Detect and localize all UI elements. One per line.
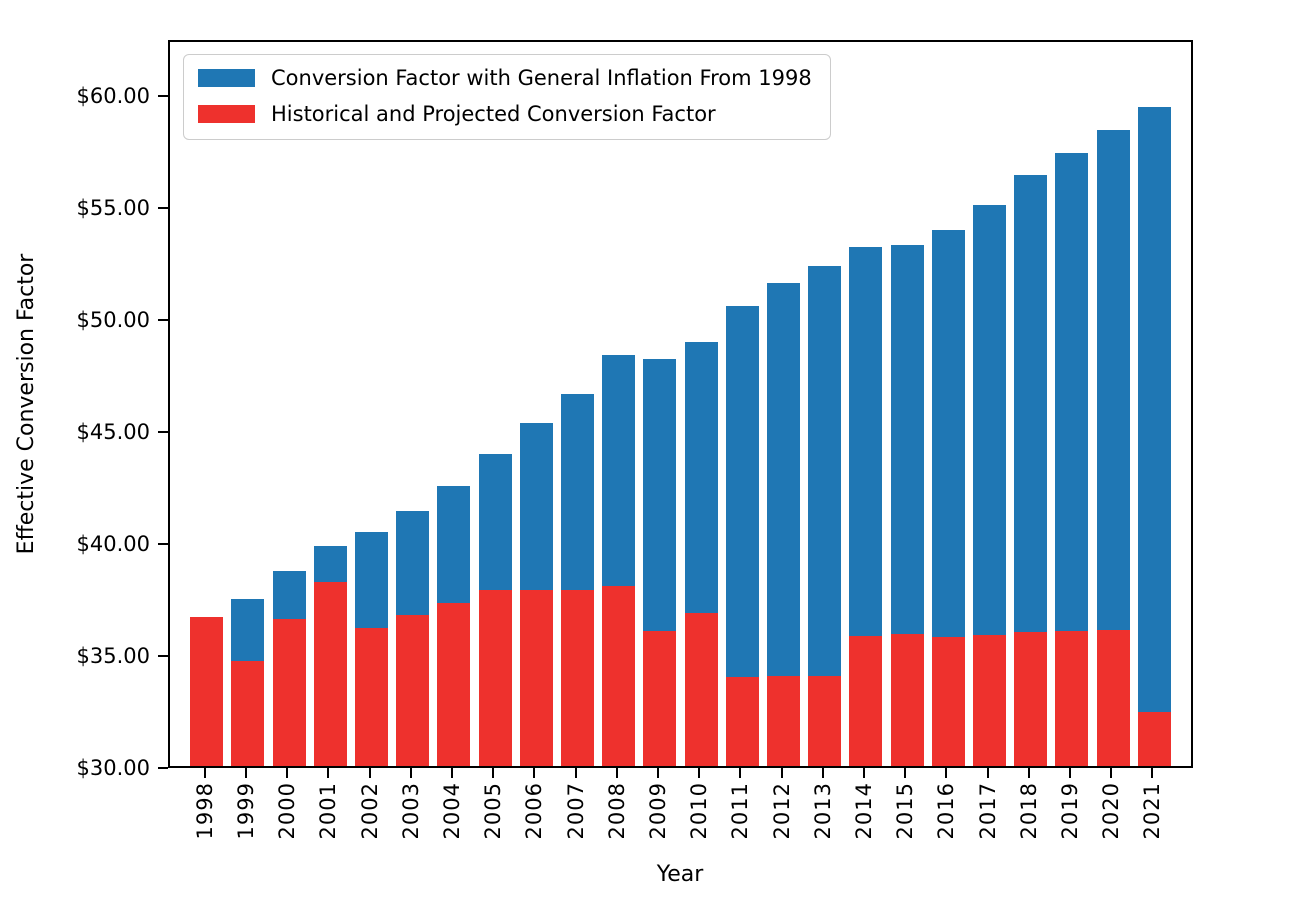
bar-historical-2018 (1014, 632, 1048, 766)
x-axis-title: Year (656, 862, 704, 887)
y-tick-label: $60.00 (76, 84, 150, 108)
x-tick-mark (409, 768, 412, 778)
x-tick-label-2002: 2002 (357, 782, 382, 840)
legend-swatch-blue-icon (198, 69, 255, 87)
bar-inflation-2021 (1137, 107, 1171, 766)
y-tick-label: $40.00 (76, 532, 150, 556)
x-tick-mark (821, 768, 824, 778)
bar-historical-2015 (890, 633, 924, 766)
x-tick-label-2000: 2000 (275, 782, 300, 840)
y-tick-mark (158, 431, 168, 433)
x-tick-label-2020: 2020 (1099, 782, 1124, 840)
legend: Conversion Factor with General Inflation… (183, 54, 831, 140)
x-tick-label-2018: 2018 (1016, 782, 1041, 840)
x-tick-label-2004: 2004 (439, 782, 464, 840)
legend-label-inflation: Conversion Factor with General Inflation… (271, 66, 812, 90)
bars-layer (170, 42, 1191, 766)
y-tick-mark (158, 319, 168, 321)
x-tick-mark (1110, 768, 1113, 778)
bar-historical-2016 (931, 636, 965, 766)
bar-historical-2003 (396, 614, 430, 766)
bar-historical-2006 (519, 590, 553, 766)
bar-historical-2004 (437, 602, 471, 766)
bar-historical-2012 (767, 676, 800, 766)
y-tick-mark (158, 543, 168, 545)
x-tick-mark (327, 768, 330, 778)
x-tick-label-2011: 2011 (728, 782, 753, 840)
bar-historical-2007 (561, 590, 594, 766)
x-tick-label-2005: 2005 (481, 782, 506, 840)
plot-area: Conversion Factor with General Inflation… (168, 40, 1193, 768)
x-tick-mark (904, 768, 907, 778)
x-tick-label-2017: 2017 (975, 782, 1000, 840)
legend-item-historical: Historical and Projected Conversion Fact… (198, 101, 812, 127)
bar-historical-2021 (1137, 712, 1171, 766)
x-tick-mark (203, 768, 206, 778)
x-tick-mark (450, 768, 453, 778)
x-tick-mark (574, 768, 577, 778)
x-tick-mark (244, 768, 247, 778)
x-tick-mark (739, 768, 742, 778)
x-tick-mark (1027, 768, 1030, 778)
x-tick-mark (533, 768, 536, 778)
x-tick-label-2013: 2013 (810, 782, 835, 840)
x-tick-label-2014: 2014 (851, 782, 876, 840)
legend-item-inflation: Conversion Factor with General Inflation… (198, 65, 812, 91)
x-tick-label-2001: 2001 (316, 782, 341, 840)
x-tick-label-2009: 2009 (645, 782, 670, 840)
x-tick-label-2010: 2010 (687, 782, 712, 840)
x-tick-mark (986, 768, 989, 778)
x-tick-mark (862, 768, 865, 778)
x-tick-mark (492, 768, 495, 778)
x-tick-mark (368, 768, 371, 778)
bar-historical-2019 (1055, 631, 1089, 766)
x-tick-mark (945, 768, 948, 778)
y-axis-title: Effective Conversion Factor (14, 253, 39, 555)
y-tick-label: $35.00 (76, 644, 150, 668)
x-tick-label-1998: 1998 (192, 782, 217, 840)
x-tick-label-1999: 1999 (233, 782, 258, 840)
bar-historical-2017 (973, 634, 1006, 766)
x-tick-label-2016: 2016 (934, 782, 959, 840)
bar-historical-2001 (313, 582, 347, 766)
legend-label-historical: Historical and Projected Conversion Fact… (271, 102, 716, 126)
bar-historical-2005 (478, 590, 512, 766)
bar-historical-1999 (231, 660, 265, 766)
bar-historical-1998 (190, 616, 224, 766)
x-tick-label-2006: 2006 (522, 782, 547, 840)
bar-historical-2010 (684, 612, 718, 766)
x-tick-label-2003: 2003 (398, 782, 423, 840)
x-tick-mark (656, 768, 659, 778)
y-tick-label: $50.00 (76, 308, 150, 332)
y-tick-mark (158, 767, 168, 769)
bar-historical-2008 (602, 585, 636, 766)
x-tick-mark (286, 768, 289, 778)
bar-historical-2000 (272, 618, 306, 766)
y-tick-mark (158, 655, 168, 657)
bar-historical-2002 (355, 627, 388, 766)
y-tick-mark (158, 207, 168, 209)
x-tick-mark (1151, 768, 1154, 778)
bar-historical-2013 (808, 676, 842, 766)
x-tick-label-2008: 2008 (604, 782, 629, 840)
x-tick-label-2015: 2015 (893, 782, 918, 840)
x-tick-label-2021: 2021 (1140, 782, 1165, 840)
x-tick-mark (615, 768, 618, 778)
x-tick-label-2007: 2007 (563, 782, 588, 840)
x-tick-mark (1068, 768, 1071, 778)
legend-swatch-red-icon (198, 105, 255, 123)
bar-historical-2011 (725, 677, 759, 766)
x-tick-label-2019: 2019 (1057, 782, 1082, 840)
bar-historical-2014 (849, 636, 883, 766)
x-tick-mark (780, 768, 783, 778)
bar-historical-2020 (1096, 630, 1130, 766)
x-tick-mark (698, 768, 701, 778)
y-tick-label: $45.00 (76, 420, 150, 444)
bar-historical-2009 (643, 630, 677, 766)
y-tick-label: $55.00 (76, 196, 150, 220)
y-tick-mark (158, 95, 168, 97)
x-tick-label-2012: 2012 (769, 782, 794, 840)
y-tick-label: $30.00 (76, 756, 150, 780)
